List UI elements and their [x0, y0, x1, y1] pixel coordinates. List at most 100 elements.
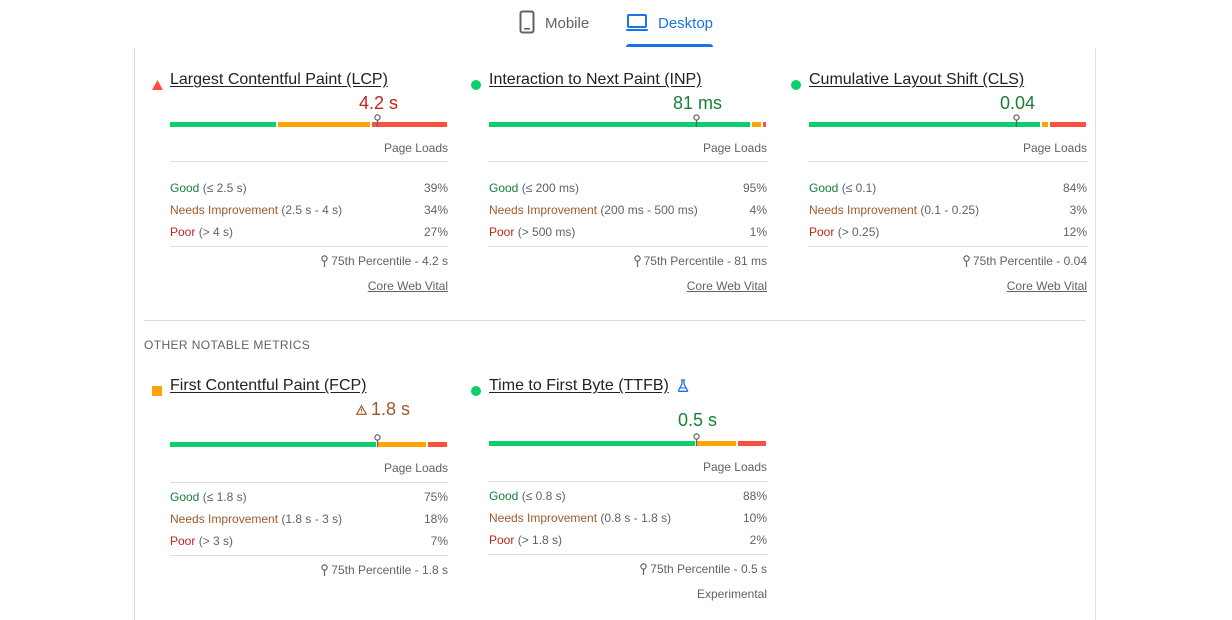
good-circle-icon: [471, 383, 481, 401]
percentile-marker: [1013, 114, 1020, 127]
metrics-card: [134, 48, 1096, 620]
poor-row: Poor (> 3 s) 7%: [170, 533, 448, 549]
distribution-bar: [170, 114, 447, 127]
good-label: Good: [170, 490, 200, 504]
metric-title[interactable]: Interaction to Next Paint (INP): [489, 71, 702, 88]
divider: [489, 161, 767, 162]
good-circle-icon: [791, 77, 801, 95]
percentile-text: 75th Percentile - 4.2 s: [321, 254, 448, 268]
ni-range: (1.8 s - 3 s): [281, 512, 343, 526]
divider: [489, 554, 767, 555]
poor-label: Poor: [170, 534, 196, 548]
divider: [489, 246, 767, 247]
percentile-marker: [374, 434, 381, 447]
tab-mobile-label: Mobile: [545, 15, 590, 32]
page-loads-label: Page Loads: [702, 141, 767, 155]
good-percent: 88%: [742, 489, 767, 503]
metric-title-text: Time to First Byte (TTFB): [489, 377, 669, 394]
good-label: Good: [489, 489, 519, 503]
distribution-bar: [170, 434, 447, 447]
poor-row: Poor (> 500 ms) 1%: [489, 224, 767, 240]
device-tabs: Mobile Desktop: [0, 0, 1232, 48]
metric-title[interactable]: First Contentful Paint (FCP): [170, 377, 367, 394]
metric-title[interactable]: Largest Contentful Paint (LCP): [170, 71, 388, 88]
good-segment: [489, 441, 695, 446]
needs-improvement-segment: [1041, 122, 1048, 127]
good-label: Good: [809, 181, 839, 195]
good-percent: 39%: [423, 181, 448, 195]
ni-range: (0.8 s - 1.8 s): [600, 511, 672, 525]
good-row: Good (≤ 1.8 s) 75%: [170, 489, 448, 505]
distribution-bar: [489, 433, 766, 446]
ni-percent: 10%: [742, 511, 767, 525]
needs-improvement-row: Needs Improvement (0.8 s - 1.8 s) 10%: [489, 510, 767, 526]
percentile-label: 75th Percentile - 1.8 s: [331, 563, 448, 577]
good-range: (≤ 1.8 s): [202, 490, 247, 504]
needs-improvement-segment: [278, 122, 371, 127]
phone-icon: [519, 10, 535, 38]
divider: [809, 161, 1087, 162]
percentile-text: 75th Percentile - 0.5 s: [640, 562, 767, 576]
poor-range: (> 3 s): [198, 534, 234, 548]
poor-percent: 7%: [430, 534, 448, 548]
ni-label: Needs Improvement: [489, 511, 598, 525]
needs-improvement-row: Needs Improvement (0.1 - 0.25) 3%: [809, 202, 1087, 218]
percentile-text: 75th Percentile - 1.8 s: [321, 563, 448, 577]
metric-fcp: First Contentful Paint (FCP) 1.8 s Page …: [152, 377, 448, 587]
poor-segment: [763, 122, 766, 127]
divider: [170, 246, 448, 247]
divider: [489, 481, 767, 482]
metric-value: 81 ms: [672, 93, 722, 113]
pin-icon: [321, 563, 331, 577]
percentile-text: 75th Percentile - 0.04: [963, 254, 1087, 268]
metric-value: 4.2 s: [358, 93, 398, 113]
good-percent: 75%: [423, 490, 448, 504]
good-range: (≤ 0.8 s): [521, 489, 566, 503]
percentile-text: 75th Percentile - 81 ms: [633, 254, 767, 268]
divider: [170, 482, 448, 483]
tab-desktop[interactable]: Desktop: [626, 10, 713, 46]
percentile-marker: [374, 114, 381, 127]
page-loads-label: Page Loads: [1022, 141, 1087, 155]
good-segment: [170, 122, 277, 127]
poor-row: Poor (> 1.8 s) 2%: [489, 532, 767, 548]
poor-row: Poor (> 4 s) 27%: [170, 224, 448, 240]
distribution-bar: [489, 114, 766, 127]
good-circle-icon: [471, 77, 481, 95]
good-range: (≤ 0.1): [841, 181, 877, 195]
percentile-label: 75th Percentile - 0.5 s: [650, 562, 767, 576]
poor-label: Poor: [489, 533, 515, 547]
lab-flask-icon: [677, 379, 689, 397]
good-percent: 95%: [742, 181, 767, 195]
other-metrics-heading: OTHER NOTABLE METRICS: [144, 338, 311, 352]
good-segment: [809, 122, 1040, 127]
tab-mobile[interactable]: Mobile: [519, 10, 589, 46]
metric-value: 1.8 s: [355, 399, 410, 420]
percentile-marker: [693, 433, 700, 446]
core-web-vital-link[interactable]: Core Web Vital: [686, 279, 767, 293]
needs-improvement-row: Needs Improvement (2.5 s - 4 s) 34%: [170, 202, 448, 218]
percentile-label: 75th Percentile - 4.2 s: [331, 254, 448, 268]
pin-icon: [633, 254, 644, 268]
core-web-vital-link[interactable]: Core Web Vital: [1006, 279, 1087, 293]
percentile-label: 75th Percentile - 81 ms: [643, 254, 767, 268]
good-range: (≤ 2.5 s): [202, 181, 247, 195]
metric-title[interactable]: Cumulative Layout Shift (CLS): [809, 71, 1025, 88]
ni-label: Needs Improvement: [489, 203, 598, 217]
ni-percent: 18%: [423, 512, 448, 526]
metric-value: 0.04: [999, 93, 1035, 113]
percentile-marker: [693, 114, 700, 127]
section-divider: [144, 320, 1086, 321]
poor-label: Poor: [170, 225, 196, 239]
core-web-vital-link[interactable]: Core Web Vital: [367, 279, 448, 293]
poor-segment: [427, 442, 447, 447]
divider: [809, 246, 1087, 247]
good-label: Good: [170, 181, 200, 195]
metric-inp: Interaction to Next Paint (INP) 81 ms Pa…: [471, 71, 767, 301]
poor-range: (> 4 s): [198, 225, 234, 239]
distribution-bar: [809, 114, 1086, 127]
ni-range: (2.5 s - 4 s): [281, 203, 343, 217]
poor-percent: 2%: [749, 533, 767, 547]
poor-row: Poor (> 0.25) 12%: [809, 224, 1087, 240]
metric-title[interactable]: Time to First Byte (TTFB): [489, 377, 689, 397]
